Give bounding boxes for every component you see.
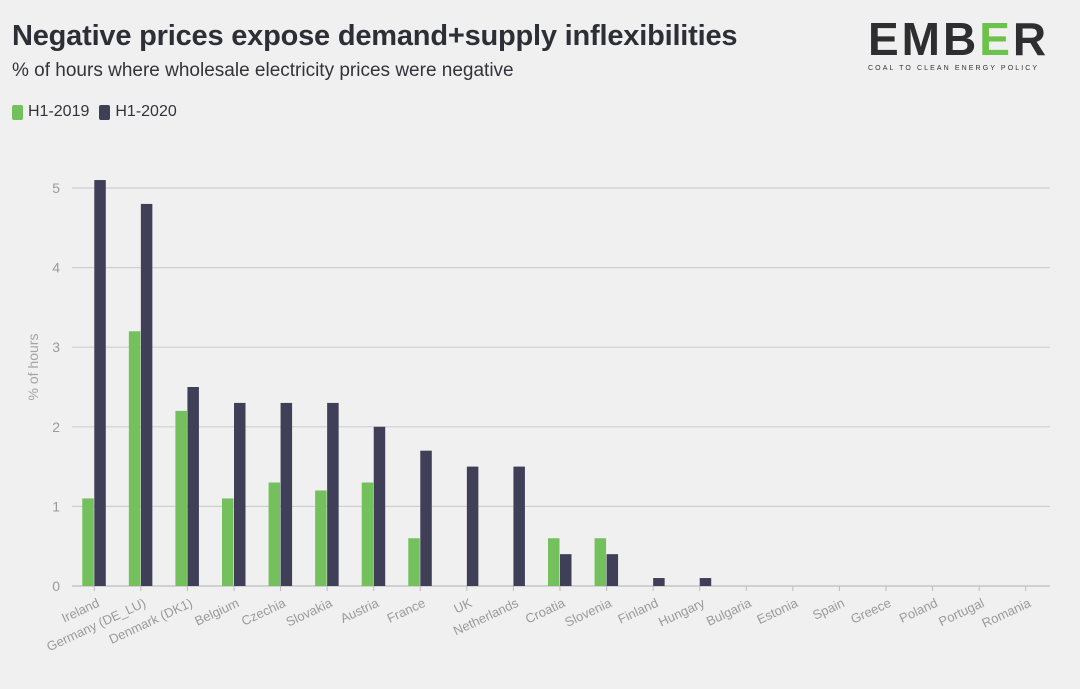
- bar-h1-2020: [140, 203, 153, 587]
- bar-h1-2019: [361, 482, 374, 586]
- x-tick-label: Hungary: [656, 595, 707, 630]
- x-tick-label: Slovakia: [284, 595, 336, 630]
- bar-h1-2019: [315, 490, 327, 586]
- y-axis-label: % of hours: [25, 334, 41, 401]
- bar-h1-2019: [408, 538, 420, 586]
- legend-item-h1-2019[interactable]: H1-2019: [12, 103, 89, 121]
- bar-h1-2020: [94, 180, 106, 587]
- chart-title: Negative prices expose demand+supply inf…: [12, 20, 738, 52]
- bar-h1-2019: [594, 538, 607, 586]
- legend: H1-2019 H1-2020: [12, 103, 177, 121]
- x-tick-label: Romania: [979, 595, 1033, 631]
- ember-logo: EMBER COAL TO CLEAN ENERGY POLICY: [868, 16, 1052, 72]
- bar-h1-2019: [268, 482, 281, 586]
- x-tick-label: Poland: [897, 595, 940, 626]
- y-tick-label: 5: [52, 180, 60, 196]
- bar-h1-2019: [128, 331, 141, 586]
- bar-h1-2020: [420, 450, 432, 586]
- bar-h1-2020: [513, 466, 525, 586]
- bar-h1-2020: [234, 402, 246, 586]
- bar-h1-2019: [82, 498, 94, 586]
- y-tick-label: 4: [52, 260, 60, 276]
- bar-h1-2019: [175, 410, 187, 586]
- x-tick-label: Croatia: [523, 595, 568, 627]
- legend-swatch-h1-2019: [12, 104, 23, 120]
- y-tick-label: 2: [52, 419, 60, 435]
- x-tick-label: Austria: [338, 595, 382, 626]
- legend-label: H1-2020: [115, 103, 177, 120]
- x-tick-label: Portugal: [936, 595, 986, 629]
- x-tick-label: Slovenia: [562, 595, 614, 630]
- x-tick-label: Bulgaria: [704, 595, 754, 629]
- bar-h1-2020: [560, 554, 572, 586]
- x-tick-label: Estonia: [754, 595, 800, 627]
- bar-h1-2020: [373, 426, 386, 586]
- bar-h1-2020: [699, 578, 712, 586]
- bar-h1-2019: [222, 498, 234, 586]
- chart-subtitle: % of hours where wholesale electricity p…: [12, 60, 514, 81]
- y-tick-label: 3: [52, 339, 60, 355]
- logo-wordmark: EMBER: [868, 13, 1050, 65]
- x-tick-label: Czechia: [239, 595, 289, 629]
- x-tick-label: Finland: [615, 595, 660, 627]
- bar-h1-2019: [548, 538, 560, 586]
- legend-label: H1-2019: [28, 103, 90, 120]
- bar-h1-2020: [653, 578, 665, 586]
- y-tick-label: 0: [52, 578, 60, 594]
- x-tick-label: Greece: [848, 595, 893, 627]
- logo-tagline: COAL TO CLEAN ENERGY POLICY: [868, 65, 1040, 72]
- y-tick-label: 1: [52, 498, 60, 514]
- bar-h1-2020: [466, 466, 479, 586]
- x-tick-label: Spain: [810, 595, 846, 623]
- bar-h1-2020: [187, 387, 199, 586]
- x-tick-label: France: [385, 595, 428, 626]
- bar-h1-2020: [327, 402, 339, 586]
- bar-h1-2020: [606, 554, 619, 586]
- legend-swatch-h1-2020: [99, 104, 111, 120]
- legend-item-h1-2020[interactable]: H1-2020: [99, 103, 177, 121]
- x-tick-label: Belgium: [192, 595, 241, 628]
- bar-h1-2020: [280, 402, 293, 586]
- x-tick-label: UK: [451, 595, 474, 616]
